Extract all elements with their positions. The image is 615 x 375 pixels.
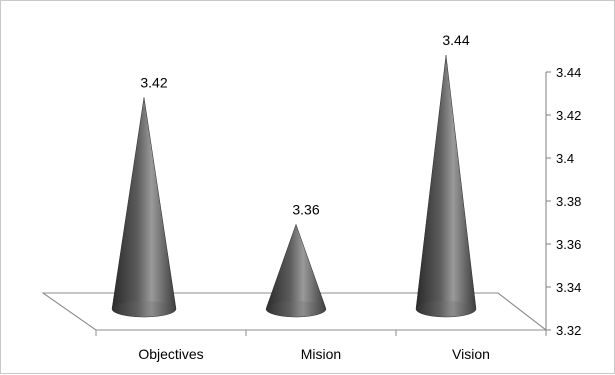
y-tick-label: 3.44 [556,65,581,80]
category-axis: Objectives Mision Vision [95,329,547,362]
y-tick-label: 3.38 [556,194,581,209]
data-label: 3.42 [140,74,167,90]
cone-mision [265,223,327,318]
value-axis: 3.32 3.34 3.36 3.38 3.4 3.42 3.44 [545,65,581,338]
category-label: Objectives [138,346,203,362]
data-label: 3.44 [442,32,469,48]
category-label: Mision [301,346,341,362]
floor-edge-right [497,292,547,331]
cone-body [415,54,477,318]
floor-edge-left [42,292,97,331]
category-label: Vision [452,346,490,362]
y-tick-label: 3.42 [556,108,581,123]
data-label: 3.36 [292,201,319,217]
cone-objectives [111,97,177,318]
y-tick-label: 3.36 [556,237,581,252]
y-tick-label: 3.34 [556,280,581,295]
y-tick-label: 3.4 [556,151,574,166]
cone-base [112,301,176,317]
cone-base [266,301,326,317]
y-tick-label: 3.32 [556,323,581,338]
cone-vision [415,54,477,318]
cone-base [416,301,476,317]
data-labels: 3.42 3.36 3.44 [140,32,469,217]
cone-body [111,97,177,318]
cone-series [111,54,477,318]
